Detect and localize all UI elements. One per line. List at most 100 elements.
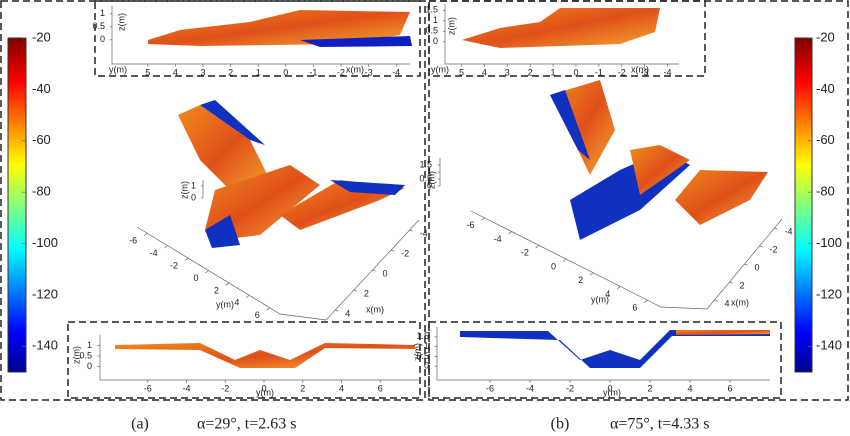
caption-text: α=29°, t=2.63 s [197,416,297,433]
tick-label: 3 [505,67,510,77]
tick-mark [205,270,209,274]
colorbar-tick-label: -40 [32,81,51,96]
colorbar-tick-label: -140 [32,338,58,353]
inset-frame [94,0,421,77]
tick-label: -4 [664,67,672,77]
axis-label: y(m) [109,64,127,74]
tick-label: -2 [401,248,409,258]
tick-label: -6 [486,383,494,393]
tick-label: -2 [566,383,574,393]
tick-label: -4 [182,383,190,393]
inset-frame [428,321,782,399]
tick-label: -3 [365,67,373,77]
tick-label: 2 [364,288,369,298]
tick-label: 0 [87,361,92,371]
axis-label: x(m) [346,64,364,74]
tick-label: 2 [578,275,583,285]
tick-label: -6 [144,383,152,393]
tick-label: -4 [150,248,158,258]
tick-label: 4 [482,67,487,77]
tick-label: 2 [740,280,745,290]
tick-mark [164,245,168,249]
tick-label: 0 [573,67,578,77]
tick-label: -4 [785,226,793,236]
tick-label: -4 [420,228,428,238]
tick-label: 0 [383,268,388,278]
tick-label: -1 [309,67,317,77]
tick-label: 0.5 [79,350,92,360]
tick-label: -6 [129,236,137,246]
tick-label: -4 [392,67,400,77]
caption-label: (a) [131,416,149,433]
colorbar-tick-label: -60 [816,132,835,147]
tick-mark [246,295,250,299]
surface [630,145,690,195]
colorbar-tick-label: -80 [816,184,835,199]
tick-mark [562,258,567,262]
surface [200,100,265,145]
tick-label: -3 [641,67,649,77]
tick-label: 2 [647,383,652,393]
tick-label: 0 [191,192,196,202]
panel-frame [0,0,426,401]
tick-label: 4 [605,289,610,299]
colorbar-tick-label: -100 [32,235,58,250]
axis-label: x(m) [366,304,384,314]
surface [178,105,270,200]
tick-label: 1 [191,180,196,190]
tick-mark [714,299,718,302]
colorbar-tick-label: -40 [816,81,835,96]
tick-label: 1 [551,67,556,77]
axis-label: y(m) [216,299,234,309]
surface [550,90,590,160]
surface [148,10,410,46]
tick-label: 0 [283,67,288,77]
colorbar-tick-label: -60 [32,132,51,147]
tick-label: 1.5 [419,159,432,169]
tick-label: 2 [214,285,219,295]
surface [462,8,660,48]
tick-label: 0 [551,261,556,271]
tick-label: 0.5 [425,26,438,36]
tick-label: 3 [200,67,205,77]
tick-mark [759,245,763,248]
tick-mark [409,229,413,232]
tick-label: 1 [433,15,438,25]
axis-label: y(m) [603,387,621,397]
axis-label: z(m) [71,346,81,364]
tick-label: -2 [770,244,778,254]
tick-label: 1 [256,67,261,77]
tick-label: 4 [234,298,239,308]
tick-label: 6 [632,303,637,313]
surface [675,170,768,225]
colorbar-tick-label: -120 [32,286,58,301]
tick-mark [266,307,271,311]
tick-mark [481,217,485,221]
caption-text: α=75°, t=4.33 s [610,416,710,433]
tick-mark [372,269,376,272]
axis-label: z(m) [179,181,189,199]
tick-label: 1.5 [416,331,429,341]
tick-mark [589,272,594,276]
tick-label: 0 [193,273,198,283]
tick-label: 0 [433,36,438,46]
axis-label: y(m) [431,64,449,74]
tick-label: -4 [526,383,534,393]
axis-label: z(m) [426,171,436,189]
tick-label: 2 [528,67,533,77]
tick-label: 1 [100,8,105,18]
tick-label: 1.5 [425,5,438,15]
tick-mark [335,309,339,312]
tick-label: 4 [339,383,344,393]
surface [205,165,320,240]
tick-mark [508,231,512,235]
tick-label: 2 [228,67,233,77]
tick-label: -2 [170,260,178,270]
colorbar-tick-label: -100 [816,235,842,250]
axis-label: y(m) [256,387,274,397]
tick-label: 0.5 [416,351,429,361]
tick-label: 0 [427,180,432,190]
tick-label: -2 [337,67,345,77]
tick-mark [390,249,395,252]
